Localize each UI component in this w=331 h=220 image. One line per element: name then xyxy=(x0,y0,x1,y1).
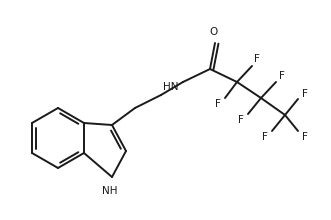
Text: NH: NH xyxy=(102,186,118,196)
Text: F: F xyxy=(302,132,308,142)
Text: O: O xyxy=(210,27,218,37)
Text: F: F xyxy=(302,89,308,99)
Text: F: F xyxy=(279,71,285,81)
Text: F: F xyxy=(238,115,244,125)
Text: F: F xyxy=(254,54,260,64)
Text: HN: HN xyxy=(164,82,179,92)
Text: F: F xyxy=(215,99,221,109)
Text: F: F xyxy=(262,132,268,142)
